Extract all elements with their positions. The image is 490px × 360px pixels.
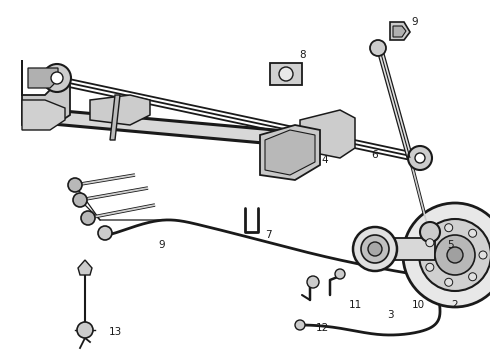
Polygon shape	[300, 110, 355, 158]
Circle shape	[368, 242, 382, 256]
Text: 11: 11	[348, 300, 362, 310]
Text: 7: 7	[265, 230, 271, 240]
Circle shape	[415, 153, 425, 163]
Circle shape	[419, 219, 490, 291]
Circle shape	[335, 269, 345, 279]
Circle shape	[468, 229, 477, 237]
Circle shape	[98, 226, 112, 240]
Polygon shape	[22, 60, 70, 125]
Polygon shape	[390, 22, 410, 40]
Polygon shape	[78, 260, 92, 275]
Circle shape	[73, 193, 87, 207]
Polygon shape	[90, 95, 150, 125]
Bar	[270, 63, 302, 85]
Circle shape	[408, 146, 432, 170]
Circle shape	[426, 239, 434, 247]
Text: 9: 9	[159, 240, 165, 250]
Circle shape	[68, 178, 82, 192]
Circle shape	[403, 203, 490, 307]
Circle shape	[307, 276, 319, 288]
Circle shape	[447, 247, 463, 263]
Text: 12: 12	[316, 323, 329, 333]
Circle shape	[353, 227, 397, 271]
Circle shape	[81, 211, 95, 225]
Polygon shape	[30, 108, 330, 149]
Circle shape	[445, 278, 453, 286]
Text: 6: 6	[372, 150, 378, 160]
Circle shape	[295, 320, 305, 330]
Polygon shape	[260, 125, 320, 180]
Circle shape	[43, 64, 71, 92]
Circle shape	[77, 322, 93, 338]
Circle shape	[479, 251, 487, 259]
Polygon shape	[265, 130, 315, 175]
Circle shape	[279, 67, 293, 81]
Circle shape	[420, 222, 440, 242]
Circle shape	[51, 72, 63, 84]
Text: 10: 10	[412, 300, 424, 310]
Circle shape	[361, 235, 389, 263]
Text: 3: 3	[387, 310, 393, 320]
Text: 5: 5	[447, 240, 453, 250]
Polygon shape	[22, 100, 65, 130]
Circle shape	[426, 263, 434, 271]
Bar	[360, 238, 435, 260]
Circle shape	[468, 273, 477, 281]
Text: 13: 13	[108, 327, 122, 337]
Polygon shape	[28, 68, 58, 88]
Text: 9: 9	[412, 17, 418, 27]
Text: 4: 4	[322, 155, 328, 165]
Text: 8: 8	[300, 50, 306, 60]
Text: 2: 2	[452, 300, 458, 310]
Circle shape	[445, 224, 453, 232]
Polygon shape	[110, 95, 120, 140]
Circle shape	[370, 40, 386, 56]
Polygon shape	[393, 26, 406, 37]
Circle shape	[435, 235, 475, 275]
